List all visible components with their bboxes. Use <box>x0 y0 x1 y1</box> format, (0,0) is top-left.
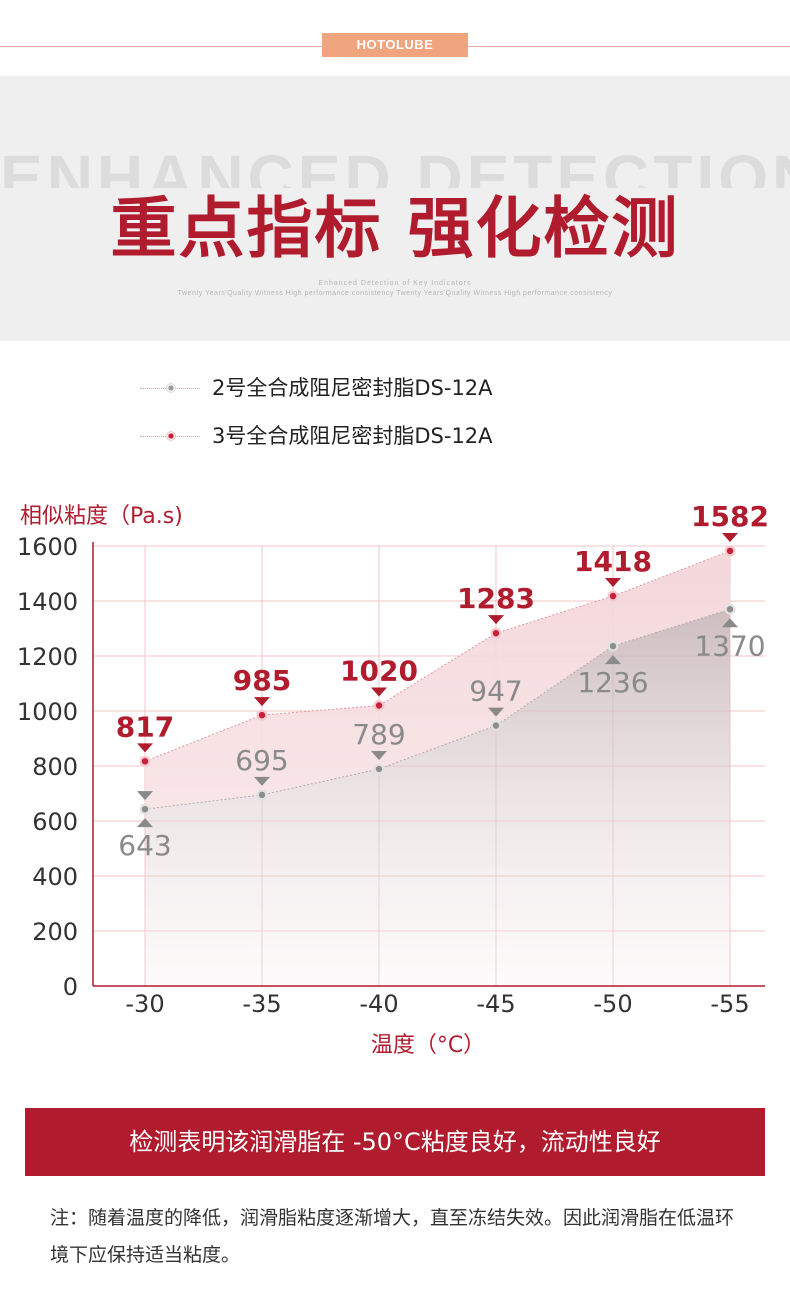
marker-arrow-down <box>371 687 387 697</box>
data-point-red <box>375 702 383 709</box>
legend-label: 3号全合成阻尼密封脂DS-12A <box>212 424 493 448</box>
marker-arrow-up <box>137 818 153 828</box>
y-tick-label: 1200 <box>17 643 78 671</box>
y-tick-label: 0 <box>63 973 78 1001</box>
y-tick-label: 1600 <box>17 533 78 561</box>
data-point-gray <box>726 606 734 613</box>
series-area-gray <box>145 609 730 986</box>
page-title: 重点指标 强化检测 <box>110 190 680 267</box>
x-tick-label: -55 <box>710 990 749 1018</box>
data-label-gray: 947 <box>469 675 522 708</box>
data-point-gray <box>258 791 266 799</box>
data-label-red: 1582 <box>691 500 769 533</box>
marker-arrow-down <box>371 751 387 761</box>
x-tick-label: -45 <box>476 990 515 1018</box>
hero-background-text: ENHANCED DETECTION <box>0 146 790 188</box>
data-point-red <box>492 629 500 637</box>
x-axis-label: 温度（°C） <box>371 1033 485 1058</box>
conclusion-banner: 检测表明该润滑脂在 -50°C粘度良好，流动性良好 <box>25 1108 765 1176</box>
hero-subtitle: Enhanced Detection of Key Indicators <box>318 280 472 287</box>
data-label-gray: 789 <box>352 718 405 751</box>
y-tick-label: 200 <box>32 918 78 946</box>
x-tick-label: -50 <box>593 990 632 1018</box>
marker-arrow-up <box>722 618 738 628</box>
legend-label: 2号全合成阻尼密封脂DS-12A <box>212 376 493 400</box>
hero-section: ENHANCED DETECTION 重点指标 强化检测 Enhanced De… <box>0 76 790 341</box>
marker-arrow-down <box>605 578 621 588</box>
data-point-gray <box>492 722 500 729</box>
data-point-gray <box>375 765 383 773</box>
series-area-band <box>145 550 730 810</box>
data-label-red: 1418 <box>574 545 652 578</box>
data-label-red: 985 <box>233 664 291 697</box>
y-tick-label: 800 <box>32 753 78 781</box>
x-tick-label: -35 <box>242 990 281 1018</box>
marker-arrow-down <box>137 743 153 753</box>
data-point-gray <box>141 805 149 813</box>
series-line-red <box>144 550 731 762</box>
marker-arrow-down <box>488 615 504 625</box>
marker-arrow-down <box>254 697 270 707</box>
data-label-gray: 1236 <box>577 666 648 699</box>
data-point-red <box>726 547 734 555</box>
x-tick-label: -40 <box>359 990 398 1018</box>
marker-arrow-down <box>722 532 738 542</box>
y-tick-label: 600 <box>32 808 78 836</box>
brand-logo: HOTOLUBE <box>322 33 468 57</box>
data-point-red <box>141 758 149 765</box>
y-tick-label: 1400 <box>17 588 78 616</box>
data-point-gray <box>609 642 617 650</box>
data-label-gray: 643 <box>118 829 171 862</box>
data-label-red: 817 <box>116 710 174 743</box>
data-label-gray: 695 <box>235 744 288 777</box>
data-label-red: 1283 <box>457 582 535 615</box>
y-axis-label: 相似粘度（Pa.s) <box>20 504 183 529</box>
y-tick-label: 1000 <box>17 698 78 726</box>
footnote: 注：随着温度的降低，润滑脂粘度逐渐增大，直至冻结失效。因此润滑脂在低温环境下应保… <box>50 1207 735 1266</box>
marker-arrow-down <box>137 791 153 801</box>
data-label-gray: 1370 <box>694 629 765 662</box>
series-line-gray <box>144 608 731 810</box>
legend-marker-red <box>166 431 176 441</box>
marker-arrow-up <box>605 655 621 665</box>
marker-arrow-down <box>254 776 270 786</box>
viscosity-chart: 相似粘度（Pa.s) 0 200 400 600 800 1000 1200 1400 1600 -… <box>17 500 769 1058</box>
y-tick-label: 400 <box>32 863 78 891</box>
marker-arrow-down <box>488 707 504 717</box>
data-label-red: 1020 <box>340 655 418 688</box>
data-point-red <box>609 592 617 600</box>
hero-tagline: Twenty Years'Quality Witness High perfor… <box>177 290 613 297</box>
legend-marker-gray <box>166 383 176 393</box>
x-tick-label: -30 <box>125 990 164 1018</box>
data-point-red <box>258 711 266 719</box>
